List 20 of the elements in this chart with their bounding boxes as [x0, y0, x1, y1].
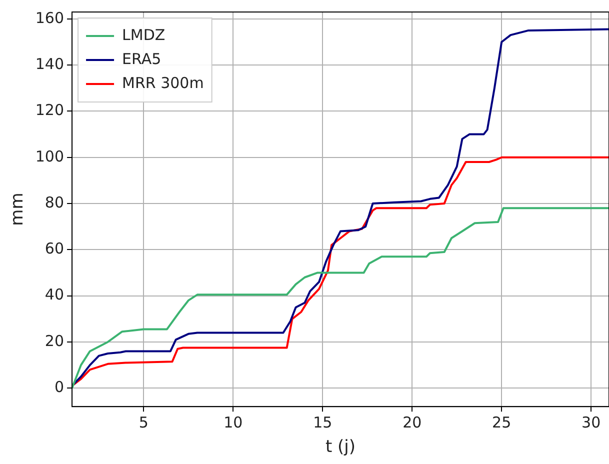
x-tick-label: 20 — [402, 413, 422, 432]
x-tick-label: 5 — [138, 413, 148, 432]
y-tick-label: 0 — [54, 378, 64, 396]
x-tick-label: 25 — [492, 413, 512, 432]
x-tick-label: 10 — [224, 413, 243, 432]
legend-label: MRR 300m — [122, 74, 204, 92]
y-tick-label: 120 — [35, 101, 64, 120]
x-tick-label: 30 — [582, 413, 601, 432]
legend-label: ERA5 — [122, 50, 162, 68]
x-axis-title: t (j) — [325, 437, 356, 458]
y-tick-label: 160 — [35, 8, 64, 27]
legend-label: LMDZ — [122, 26, 166, 44]
y-tick-label: 140 — [35, 54, 64, 73]
y-tick-label: 80 — [44, 193, 64, 212]
y-tick-label: 60 — [44, 240, 64, 258]
y-tick-label: 40 — [44, 286, 64, 304]
y-tick-label: 100 — [35, 147, 64, 166]
x-tick-label: 15 — [313, 413, 332, 432]
y-tick-label: 20 — [44, 332, 64, 350]
y-axis-title: mm — [8, 192, 28, 226]
